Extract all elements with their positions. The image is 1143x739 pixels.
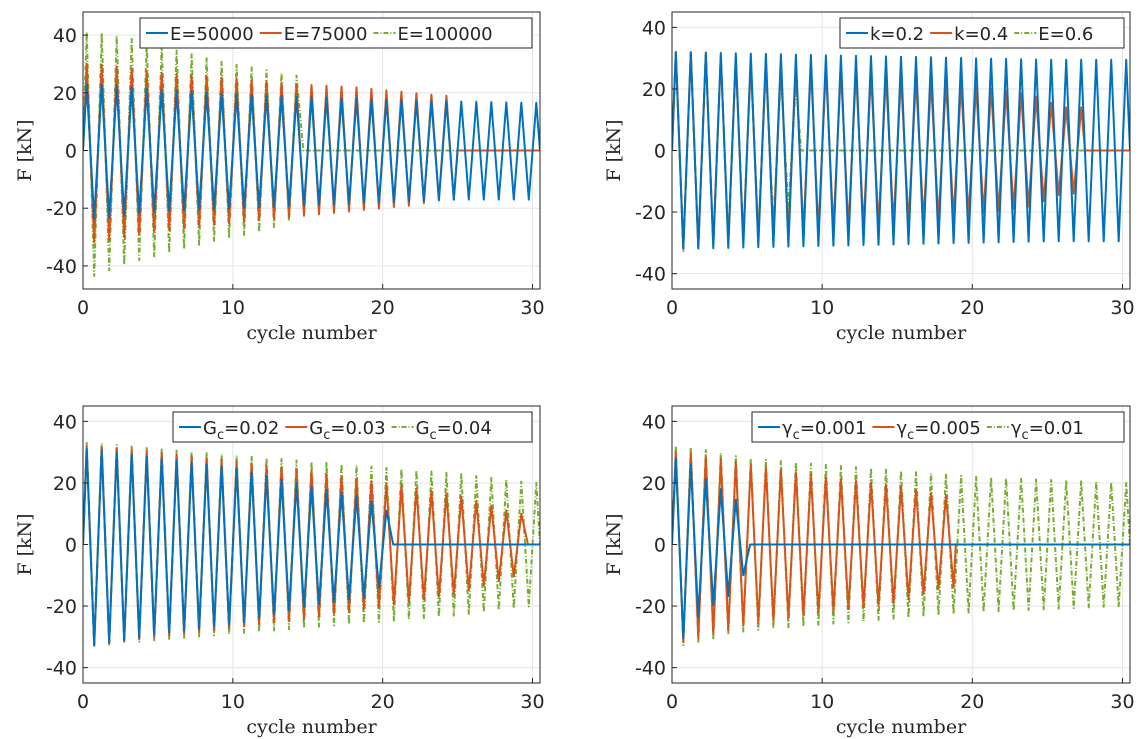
legend-label-3: Gc=0.04 bbox=[416, 418, 492, 443]
y-axis-label: F [kN] bbox=[14, 513, 36, 575]
y-tick-label: -40 bbox=[46, 256, 77, 278]
series-line-1 bbox=[83, 448, 540, 647]
legend: Gc=0.02 Gc=0.03 Gc=0.04 bbox=[172, 411, 533, 443]
y-tick-label: 40 bbox=[53, 25, 77, 47]
legend: k=0.2 k=0.4 E=0.6 bbox=[839, 17, 1125, 49]
legend-label-tail: =0.02 bbox=[224, 418, 279, 439]
x-tick-label: 0 bbox=[666, 691, 678, 713]
y-tick-label: -20 bbox=[635, 596, 666, 618]
legend-label-sub: c bbox=[1022, 428, 1029, 443]
legend-label-main: γ bbox=[782, 418, 793, 439]
series-group bbox=[83, 31, 540, 277]
x-tick-label: 20 bbox=[371, 691, 395, 713]
x-axis-label: cycle number bbox=[246, 322, 377, 344]
legend-label-1: Gc=0.02 bbox=[203, 418, 279, 443]
y-axis-label: F [kN] bbox=[14, 119, 36, 181]
y-tick-label: -20 bbox=[46, 198, 77, 220]
y-tick-label: 0 bbox=[654, 535, 666, 557]
y-axis-label: F [kN] bbox=[603, 119, 625, 181]
legend-label-tail: =0.03 bbox=[330, 418, 385, 439]
x-axis-label: cycle number bbox=[246, 716, 377, 738]
x-tick-label: 30 bbox=[520, 297, 544, 319]
y-tick-label: 20 bbox=[53, 83, 77, 105]
y-tick-label: -40 bbox=[635, 658, 666, 680]
series-group bbox=[83, 441, 540, 647]
x-tick-label: 0 bbox=[77, 691, 89, 713]
legend-box bbox=[172, 411, 533, 443]
y-tick-label: 40 bbox=[53, 411, 77, 433]
legend-label-sub: c bbox=[793, 428, 800, 443]
legend-label-sub: c bbox=[907, 428, 914, 443]
x-tick-label: 20 bbox=[960, 691, 984, 713]
chart-panel-2: 0 10 20 30 40 20 0 -20 -40 cycle number F [kN] k=0.… bbox=[603, 11, 1135, 344]
x-tick-label: 10 bbox=[810, 691, 834, 713]
legend-label-1: k=0.2 bbox=[870, 24, 924, 45]
legend: γc=0.001 γc=0.005 γc=0.01 bbox=[751, 411, 1125, 443]
x-tick-label: 20 bbox=[371, 297, 395, 319]
legend-label-main: G bbox=[309, 418, 323, 439]
legend-label-1: γc=0.001 bbox=[782, 418, 866, 443]
x-tick-label: 10 bbox=[221, 691, 245, 713]
y-tick-label: 20 bbox=[53, 473, 77, 495]
x-tick-label: 0 bbox=[77, 297, 89, 319]
x-tick-label: 10 bbox=[221, 297, 245, 319]
legend-label-2: Gc=0.03 bbox=[309, 418, 385, 443]
legend-label-sub: c bbox=[217, 428, 224, 443]
legend-box bbox=[139, 17, 533, 49]
y-tick-label: 0 bbox=[654, 141, 666, 163]
legend: E=50000 E=75000 E=100000 bbox=[139, 17, 533, 49]
y-axis-label: F [kN] bbox=[603, 513, 625, 575]
y-tick-label: 0 bbox=[65, 141, 77, 163]
series-group bbox=[672, 445, 1130, 647]
legend-label-tail: =0.04 bbox=[437, 418, 492, 439]
x-tick-label: 10 bbox=[810, 297, 834, 319]
x-tick-label: 30 bbox=[1110, 691, 1134, 713]
x-axis-label: cycle number bbox=[836, 716, 967, 738]
y-tick-label: 20 bbox=[642, 473, 666, 495]
legend-box bbox=[839, 17, 1125, 49]
y-tick-label: -40 bbox=[635, 264, 666, 286]
legend-label-2: E=75000 bbox=[284, 24, 368, 45]
legend-label-tail: =0.01 bbox=[1029, 418, 1084, 439]
legend-label-2: γc=0.005 bbox=[896, 418, 980, 443]
series-line-1 bbox=[672, 457, 1130, 639]
legend-label-sub: c bbox=[323, 428, 330, 443]
legend-label-3: γc=0.01 bbox=[1011, 418, 1084, 443]
legend-box bbox=[751, 411, 1125, 443]
legend-label-3: E=100000 bbox=[397, 24, 492, 45]
legend-label-tail: =0.005 bbox=[914, 418, 981, 439]
series-group bbox=[672, 51, 1130, 253]
y-tick-label: 40 bbox=[642, 17, 666, 39]
legend-label-2: k=0.4 bbox=[954, 24, 1008, 45]
legend-label-1: E=50000 bbox=[170, 24, 254, 45]
y-tick-label: 40 bbox=[642, 411, 666, 433]
x-tick-label: 20 bbox=[960, 297, 984, 319]
x-axis-label: cycle number bbox=[836, 322, 967, 344]
series-line-1 bbox=[83, 83, 540, 221]
y-tick-label: 20 bbox=[642, 79, 666, 101]
legend-label-3: E=0.6 bbox=[1038, 24, 1093, 45]
legend-label-main: G bbox=[203, 418, 217, 439]
x-tick-label: 0 bbox=[666, 297, 678, 319]
x-tick-label: 30 bbox=[1110, 297, 1134, 319]
y-tick-label: -20 bbox=[46, 596, 77, 618]
y-tick-label: 0 bbox=[65, 535, 77, 557]
legend-label-main: γ bbox=[896, 418, 907, 439]
y-tick-label: -20 bbox=[635, 202, 666, 224]
legend-label-tail: =0.001 bbox=[800, 418, 867, 439]
series-line-1 bbox=[672, 51, 1130, 250]
chart-panel-1: 0 10 20 30 40 20 0 -20 -40 cycle number F [kN] E=50… bbox=[14, 11, 545, 344]
x-tick-label: 30 bbox=[520, 691, 544, 713]
legend-label-main: G bbox=[416, 418, 430, 439]
y-tick-label: -40 bbox=[46, 658, 77, 680]
legend-label-sub: c bbox=[430, 428, 437, 443]
legend-label-main: γ bbox=[1011, 418, 1022, 439]
